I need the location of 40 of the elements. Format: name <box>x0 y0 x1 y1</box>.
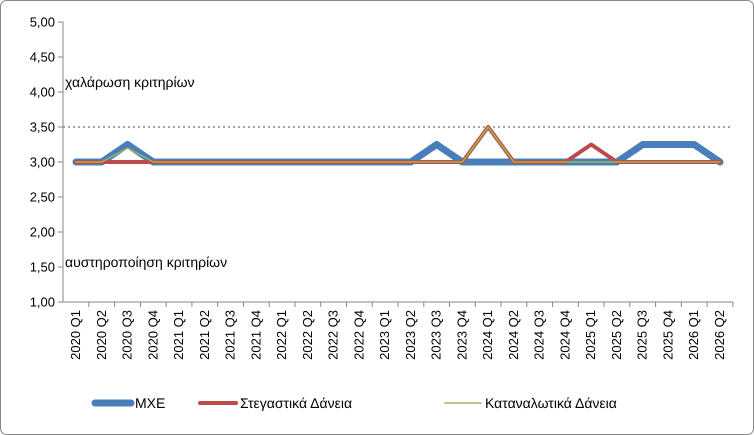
x-tick-label: 2022 Q3 <box>326 310 341 360</box>
y-tick-label: 1,50 <box>30 260 55 275</box>
x-tick-label: 2022 Q1 <box>274 310 290 360</box>
x-tick-label: 2025 Q4 <box>660 310 676 360</box>
x-tick-label: 2020 Q3 <box>120 310 135 360</box>
x-tick-label: 2024 Q4 <box>557 310 572 360</box>
y-tick-label: 4,00 <box>30 84 55 100</box>
x-tick-label: 2024 Q3 <box>532 310 547 360</box>
annotation: χαλάρωση κριτηρίων <box>65 74 195 90</box>
x-tick-label: 2024 Q2 <box>506 310 521 360</box>
y-tick-label: 2,00 <box>30 224 55 240</box>
x-tick-label: 2022 Q4 <box>351 310 366 360</box>
annotation: αυστηροποίηση κριτηρίων <box>65 254 228 270</box>
x-tick-label: 2024 Q1 <box>480 310 496 360</box>
y-tick-label: 3,00 <box>30 154 55 170</box>
x-tick-label: 2021 Q2 <box>196 310 212 360</box>
x-tick-label: 2026 Q2 <box>712 310 727 360</box>
y-tick-label: 5,00 <box>30 14 55 30</box>
x-tick-label: 2020 Q2 <box>94 310 109 360</box>
x-tick-label: 2023 Q2 <box>402 310 418 360</box>
x-tick-label: 2022 Q2 <box>300 310 315 360</box>
y-tick-label: 1,00 <box>30 294 55 310</box>
y-tick-label: 4,50 <box>30 50 55 65</box>
x-tick-label: 2025 Q3 <box>634 310 650 360</box>
x-tick-label: 2020 Q1 <box>68 310 83 360</box>
x-tick-label: 2021 Q4 <box>248 310 264 360</box>
x-tick-label: 2021 Q1 <box>171 310 186 360</box>
x-tick-label: 2025 Q1 <box>583 310 598 360</box>
x-tick-label: 2023 Q1 <box>377 310 392 360</box>
x-tick-label: 2020 Q4 <box>145 310 160 360</box>
legend-label: ΜΧΕ <box>135 394 166 411</box>
x-tick-label: 2021 Q3 <box>222 310 238 360</box>
legend-label: Καταναλωτικά Δάνεια <box>485 394 617 411</box>
x-tick-label: 2026 Q1 <box>686 310 702 360</box>
y-tick-label: 3,50 <box>30 120 55 135</box>
x-tick-label: 2023 Q3 <box>428 310 444 360</box>
x-tick-label: 2025 Q2 <box>608 310 624 360</box>
legend-label: Στεγαστικά Δάνεια <box>240 394 352 411</box>
x-tick-label: 2023 Q4 <box>454 310 470 360</box>
y-tick-label: 2,50 <box>30 190 55 205</box>
